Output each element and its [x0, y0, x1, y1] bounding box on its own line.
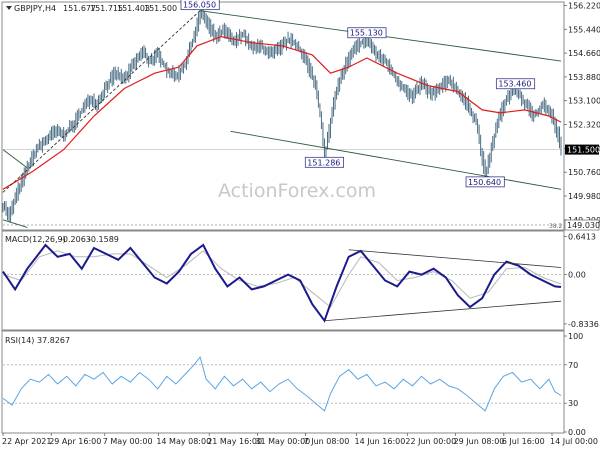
- price-annotation: 153.460: [495, 78, 536, 90]
- y-tick-label: 154.660: [568, 49, 600, 58]
- macd-value: -0.2063: [60, 235, 91, 244]
- annotation-label: 156.050: [183, 1, 216, 10]
- y-tick-label: 152.320: [568, 121, 600, 130]
- rsi-line: [2, 356, 562, 412]
- annotation-box: [304, 156, 345, 168]
- macd-trendline-0: [324, 300, 562, 322]
- y-tick-label: 70: [568, 361, 578, 370]
- x-tick-label: 29 Apr 16:00: [49, 437, 101, 446]
- price-grid: [3, 149, 561, 226]
- price-low-value: 151.403: [117, 4, 150, 13]
- rsi-value: 37.8267: [37, 336, 70, 345]
- annotation-label: 153.460: [498, 80, 531, 89]
- price-header-arrow-icon: [6, 6, 12, 10]
- price-annotation: 151.286: [304, 156, 345, 168]
- annotation-label: 151.286: [307, 158, 340, 167]
- trendline-4: [2, 219, 28, 228]
- x-tick-label: 31 May 00:00: [255, 437, 310, 446]
- price-header: GBPJPY,H4 151.677 151.715 151.403 151.50…: [6, 4, 177, 13]
- annotation-box: [495, 78, 536, 90]
- y-axes: 156.220 155.440 154.660 153.880 153.100 152.3…: [549, 1, 600, 437]
- y-tick-label: 149.980: [568, 192, 600, 201]
- y-tick-label: 153.100: [568, 97, 600, 106]
- price-high-value: 151.715: [90, 4, 123, 13]
- price-symbol-label: GBPJPY,H4: [14, 4, 56, 13]
- x-tick-label: 22 Apr 2021: [2, 437, 51, 446]
- macd-line: [2, 243, 562, 323]
- ema-line: [2, 35, 562, 190]
- annotation-label: 150.640: [468, 178, 501, 187]
- macd-signal-value: -0.1589: [88, 235, 119, 244]
- x-tick-label: 6 Jul 16:00: [502, 437, 545, 446]
- trendline-2: [230, 130, 562, 190]
- y-tick-label: 155.440: [568, 25, 600, 34]
- support-price-box: [564, 219, 600, 231]
- annotation-label: 155.130: [350, 29, 383, 38]
- macd-trendline-1: [348, 249, 562, 268]
- x-tick-label: 7 May 00:00: [103, 437, 153, 446]
- current-price-label: 151.500: [567, 146, 600, 155]
- y-tick-label: 0.6413: [568, 233, 596, 242]
- current-price-box: [565, 144, 599, 155]
- macd-label: MACD(12,26,9): [5, 235, 66, 244]
- support-price-label: 149.030: [567, 221, 600, 230]
- x-tick-label: 29 Jun 08:00: [454, 437, 505, 446]
- y-tick-label: 0.00: [568, 271, 586, 280]
- y-tick-label: 0.00: [568, 428, 586, 437]
- x-tick-label: 7 Jun 08:00: [304, 437, 350, 446]
- price-annotation: 155.130: [347, 27, 387, 39]
- x-tick-label: 22 Jun 00:00: [405, 437, 456, 446]
- ohlc-bars: [2, 2, 562, 223]
- price-layer: 156.050 155.130 151.286 150.640 153.460: [2, 0, 562, 228]
- main-panel: [1, 1, 565, 231]
- y-tick-label: 153.880: [568, 73, 600, 82]
- y-tick-label: 30: [568, 399, 578, 408]
- macd-panel: [1, 230, 565, 331]
- annotation-box: [347, 27, 387, 39]
- macd-header: MACD(12,26,9) -0.2063 -0.1589: [5, 235, 119, 244]
- y-tick-label: -0.8336: [568, 320, 599, 329]
- rsi-layer: [2, 356, 562, 412]
- macd-layer: [2, 243, 562, 323]
- rsi-label: RSI(14): [5, 336, 34, 345]
- rsi-header: RSI(14) 37.8267: [5, 336, 70, 345]
- watermark: ActionForex.com: [218, 180, 376, 202]
- y-tick-label: 100: [568, 332, 583, 341]
- x-tick-label: 21 May 16:00: [207, 437, 262, 446]
- support-side-label: 38.2: [549, 223, 563, 230]
- y-tick-label: 156.220: [568, 1, 600, 10]
- price-open-value: 151.677: [63, 4, 96, 13]
- x-tick-label: 14 Jun 16:00: [355, 437, 406, 446]
- x-tick-label: 14 May 08:00: [156, 437, 211, 446]
- y-tick-label: 150.760: [568, 168, 600, 177]
- x-tick-label: 14 Jul 00:00: [550, 437, 598, 446]
- price-close-value: 151.500: [144, 4, 177, 13]
- macd-signal-line: [2, 250, 562, 308]
- annotation-box: [465, 176, 505, 188]
- price-annotation: 156.050: [180, 0, 220, 11]
- annotation-box: [180, 0, 220, 11]
- price-annotation: 150.640: [465, 176, 505, 188]
- trendline-3: [2, 149, 28, 169]
